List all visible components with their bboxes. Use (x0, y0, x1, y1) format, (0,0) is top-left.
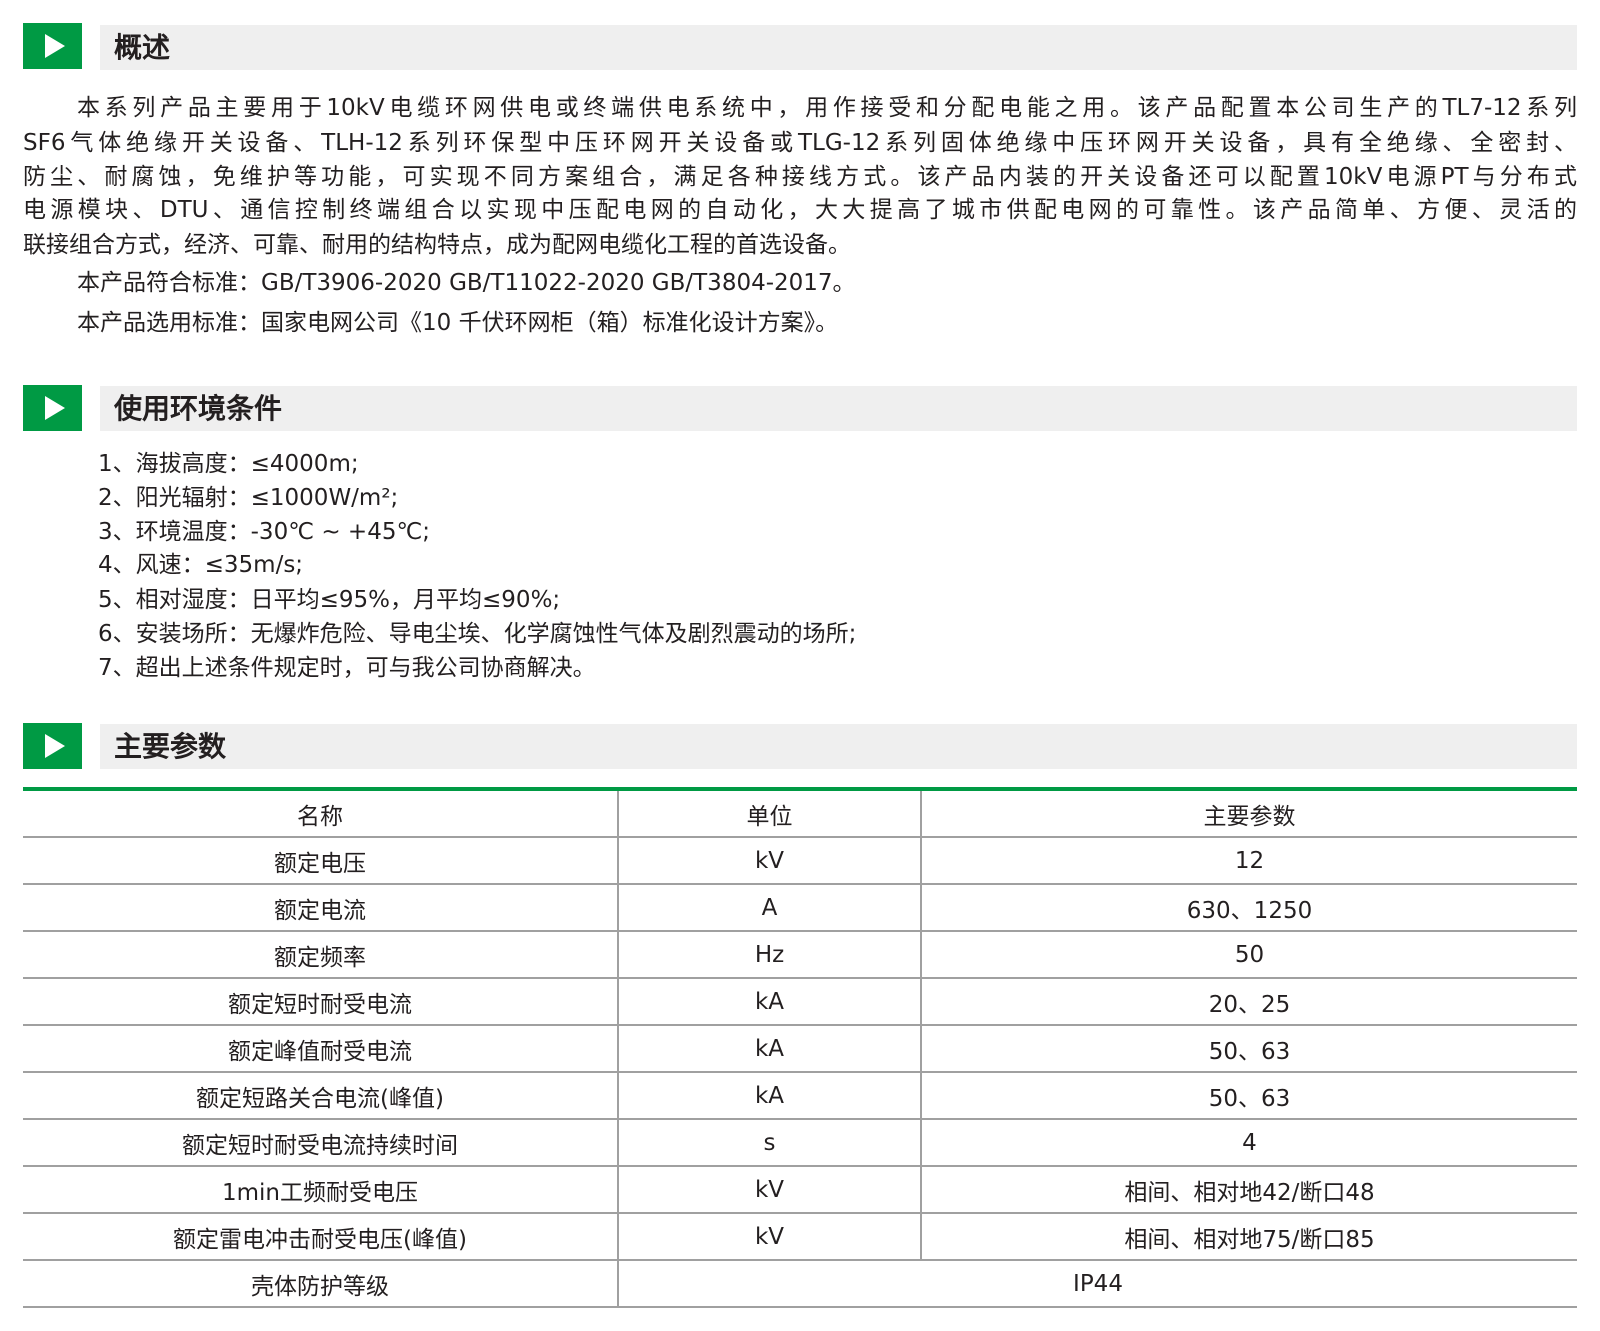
param-name: 额定短时耐受电流持续时间 (23, 1119, 618, 1167)
param-unit: kV (617, 1213, 921, 1261)
param-value: 50、63 (920, 1072, 1577, 1120)
param-name: 额定短路关合电流(峰值) (23, 1072, 618, 1120)
table-row: 额定电压 kV 12 (23, 837, 1577, 885)
header-cell: 单位 (617, 791, 921, 838)
header-cell: 名称 (23, 791, 618, 838)
table-row: 额定雷电冲击耐受电压(峰值) kV 相间、相对地75/断口85 (23, 1213, 1577, 1261)
param-unit: kA (617, 1072, 921, 1120)
condition-item: 3、环境温度：-30℃ ~ +45℃; (98, 519, 431, 545)
param-name: 额定峰值耐受电流 (23, 1025, 618, 1073)
table-row: 壳体防护等级 IP44 (23, 1260, 1577, 1308)
play-triangle-icon (23, 385, 82, 431)
table-row: 额定峰值耐受电流 kA 50、63 (23, 1025, 1577, 1073)
overview-line: 防尘、耐腐蚀，免维护等功能，可实现不同方案组合，满足各种接线方式。该产品内装的开… (23, 164, 1577, 190)
param-unit: s (617, 1119, 921, 1167)
overview-line: 联接组合方式，经济、可靠、耐用的结构特点，成为配网电缆化工程的首选设备。 (23, 232, 851, 258)
param-value: 50 (920, 931, 1577, 979)
condition-item: 5、相对湿度：日平均≤95%，月平均≤90%; (98, 587, 561, 613)
param-value: IP44 (617, 1260, 1577, 1308)
param-value: 12 (920, 837, 1577, 885)
play-triangle-icon (23, 23, 82, 69)
section-title: 使用环境条件 (114, 392, 283, 425)
table-header-row: 名称 单位 主要参数 (23, 791, 1577, 838)
param-value: 630、1250 (920, 884, 1577, 932)
param-value: 4 (920, 1119, 1577, 1167)
table-row: 额定短路关合电流(峰值) kA 50、63 (23, 1072, 1577, 1120)
param-name: 额定短时耐受电流 (23, 978, 618, 1026)
condition-item: 4、风速：≤35m/s; (98, 552, 304, 578)
param-name: 额定电压 (23, 837, 618, 885)
param-value: 相间、相对地42/断口48 (920, 1166, 1577, 1214)
param-name: 额定电流 (23, 884, 618, 932)
table-row: 额定短时耐受电流 kA 20、25 (23, 978, 1577, 1026)
param-name: 壳体防护等级 (23, 1260, 618, 1308)
param-unit: kA (617, 978, 921, 1026)
param-unit: kA (617, 1025, 921, 1073)
condition-item: 6、安装场所：无爆炸危险、导电尘埃、化学腐蚀性气体及剧烈震动的场所; (98, 621, 857, 647)
table-row: 1min工频耐受电压 kV 相间、相对地42/断口48 (23, 1166, 1577, 1214)
section-header-overview: 概述 (100, 25, 1577, 70)
params-table: 名称 单位 主要参数 额定电压 kV 12 额定电流 A 630、1250 额定频率 Hz 50… (23, 791, 1577, 1308)
param-unit: kV (617, 1166, 921, 1214)
standards-line: 本产品选用标准：国家电网公司《10 千伏环网柜（箱）标准化设计方案》。 (77, 310, 839, 336)
param-value: 20、25 (920, 978, 1577, 1026)
standards-line: 本产品符合标准：GB/T3906-2020 GB/T11022-2020 GB/… (77, 270, 856, 296)
overview-line: 电源模块、DTU、通信控制终端组合以实现中压配电网的自动化，大大提高了城市供配电… (23, 197, 1577, 223)
param-name: 额定频率 (23, 931, 618, 979)
overview-line: 本系列产品主要用于10kV电缆环网供电或终端供电系统中，用作接受和分配电能之用。… (77, 95, 1577, 121)
table-row: 额定短时耐受电流持续时间 s 4 (23, 1119, 1577, 1167)
section-title: 概述 (114, 31, 171, 64)
param-unit: kV (617, 837, 921, 885)
param-value: 相间、相对地75/断口85 (920, 1213, 1577, 1261)
param-value: 50、63 (920, 1025, 1577, 1073)
header-cell: 主要参数 (920, 791, 1577, 838)
condition-item: 2、阳光辐射：≤1000W/m²; (98, 485, 399, 511)
condition-item: 7、超出上述条件规定时，可与我公司协商解决。 (98, 655, 596, 681)
overview-line: SF6气体绝缘开关设备、TLH-12系列环保型中压环网开关设备或TLG-12系列… (23, 130, 1577, 156)
param-name: 额定雷电冲击耐受电压(峰值) (23, 1213, 618, 1261)
section-title: 主要参数 (114, 730, 227, 763)
param-name: 1min工频耐受电压 (23, 1166, 618, 1214)
param-unit: A (617, 884, 921, 932)
section-header-params: 主要参数 (100, 724, 1577, 769)
section-header-conditions: 使用环境条件 (100, 386, 1577, 431)
table-row: 额定频率 Hz 50 (23, 931, 1577, 979)
table-top-rule (23, 787, 1577, 791)
param-unit: Hz (617, 931, 921, 979)
play-triangle-icon (23, 723, 82, 769)
table-row: 额定电流 A 630、1250 (23, 884, 1577, 932)
condition-item: 1、海拔高度：≤4000m; (98, 451, 359, 477)
